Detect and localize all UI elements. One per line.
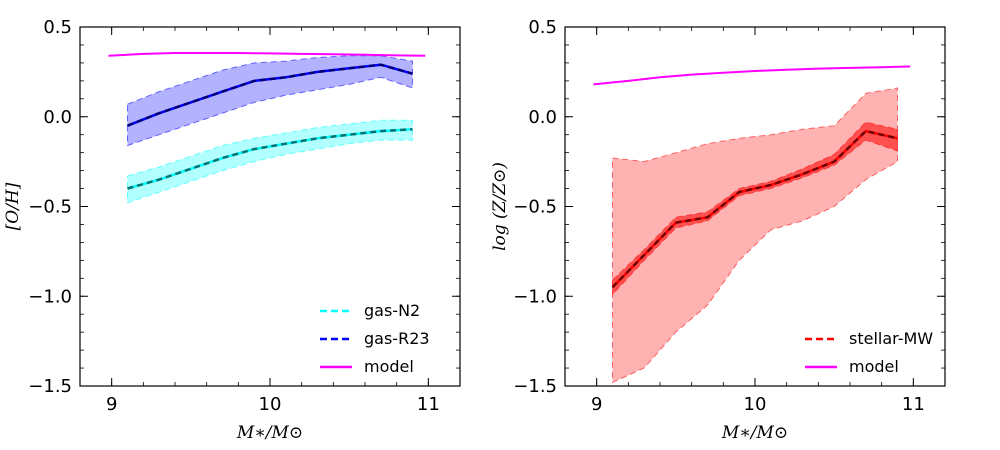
x-tick-label: 11 — [902, 394, 925, 415]
x-tick-label: 9 — [106, 394, 117, 415]
y-tick-label: 0.5 — [528, 17, 557, 38]
y-tick-label: −1.5 — [28, 376, 72, 397]
series-gas-n2-band — [127, 119, 413, 204]
legend-entry: model — [849, 357, 899, 376]
series-gas-r23-line — [127, 63, 413, 127]
legend-entry: stellar-MW — [849, 329, 933, 348]
series-gas-r23-band — [127, 55, 413, 147]
y-tick-label: −1.0 — [28, 286, 72, 307]
y-tick-label: 0.5 — [43, 17, 72, 38]
series-model-line — [593, 65, 911, 86]
right-panel-z-vs-mass: 0.5 0.0 −0.5 −1.0 −1.5 9 10 11 M∗/M⊙ log (Z/Z⊙) st… — [490, 17, 946, 443]
x-tick-label: 10 — [259, 394, 282, 415]
x-tick-label: 9 — [591, 394, 602, 415]
y-tick-label: −0.5 — [28, 197, 72, 218]
y-tick-label: 0.0 — [43, 107, 72, 128]
legend-entry: model — [364, 357, 414, 376]
left-panel-oh-vs-mass: 0.5 0.0 −0.5 −1.0 −1.5 9 10 11 M∗/M⊙ [O/H] gas-N2 g… — [3, 17, 461, 443]
x-tick-label: 11 — [417, 394, 440, 415]
y-axis-label: [O/H] — [3, 182, 23, 230]
x-tick-label: 10 — [744, 394, 767, 415]
series-gas-n2-line — [127, 128, 413, 190]
y-axis-label: log (Z/Z⊙) — [490, 162, 510, 251]
series-stellar-mw-line — [611, 129, 898, 289]
y-tick-label: −0.5 — [513, 197, 557, 218]
legend-entry: gas-N2 — [364, 301, 420, 320]
series-model-line — [108, 52, 426, 57]
y-tick-label: 0.0 — [528, 107, 557, 128]
x-axis-label: M∗/M⊙ — [236, 423, 303, 443]
y-tick-label: −1.5 — [513, 376, 557, 397]
x-axis-label: M∗/M⊙ — [721, 423, 788, 443]
y-tick-label: −1.0 — [513, 286, 557, 307]
legend-entry: gas-R23 — [364, 329, 430, 348]
